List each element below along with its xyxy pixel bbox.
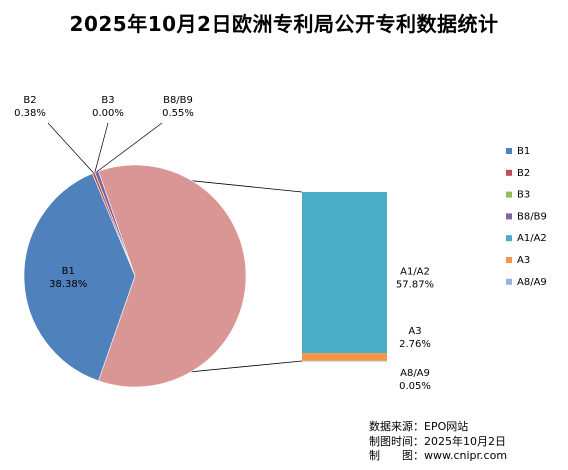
legend-label-b2: B2	[517, 168, 530, 179]
pie	[24, 165, 246, 387]
legend-swatch-b1	[506, 148, 512, 154]
data-label-a3: A32.76%	[399, 326, 431, 350]
stacked-bar	[302, 192, 387, 361]
chart-date-row: 制图时间：2025年10月2日	[369, 435, 564, 450]
leader-line-b8-b9	[97, 123, 162, 172]
legend-swatch-a3	[506, 257, 512, 263]
legend-label-b8-b9: B8/B9	[517, 211, 547, 222]
chart-date-value: 2025年10月2日	[424, 435, 506, 448]
legend: B1 B2 B3 B8/B9 A1/A2 A3 A8/A9	[506, 146, 547, 288]
legend-swatch-a1-a2	[506, 235, 512, 241]
source-key: 数据来源：	[369, 420, 424, 435]
bar-segment-a1-a2	[302, 192, 387, 353]
data-label-b8-b9: B8/B90.55%	[162, 95, 194, 119]
legend-swatch-b2	[506, 170, 512, 176]
bar-segment-a8-a9	[302, 361, 387, 362]
leader-line-b2	[48, 123, 94, 173]
legend-swatch-b3	[506, 192, 512, 198]
chart-maker-row: 制 图：www.cnipr.com	[369, 449, 564, 464]
data-label-a1-a2: A1/A257.87%	[396, 267, 434, 291]
chart-maker-value: www.cnipr.com	[424, 449, 507, 462]
legend-label-a1-a2: A1/A2	[517, 233, 547, 244]
data-label-b2: B20.38%	[14, 95, 46, 119]
data-label-a8-a9: A8/A90.05%	[399, 368, 431, 392]
legend-swatch-a8-a9	[506, 279, 512, 285]
legend-label-b1: B1	[517, 146, 530, 157]
legend-swatch-b8-b9	[506, 213, 512, 219]
legend-label-a3: A3	[517, 255, 530, 266]
bar-segment-a3	[302, 353, 387, 361]
chart-maker-key: 制 图：	[369, 449, 424, 464]
legend-label-b3: B3	[517, 190, 530, 201]
source-value: EPO网站	[424, 420, 468, 433]
chart-date-key: 制图时间：	[369, 435, 424, 450]
legend-label-a8-a9: A8/A9	[517, 277, 547, 288]
source-row: 数据来源：EPO网站	[369, 420, 564, 435]
data-label-b3: B30.00%	[92, 95, 124, 119]
source-note: 数据来源：EPO网站 制图时间：2025年10月2日 制 图：www.cnipr…	[369, 420, 564, 468]
